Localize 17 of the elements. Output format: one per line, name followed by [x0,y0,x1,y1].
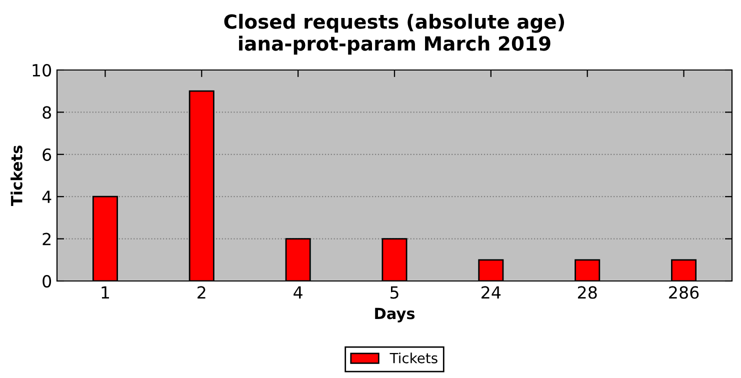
x-tick-label: 286 [669,286,699,299]
y-axis-title: Tickets [10,146,22,206]
x-tick-label: 1 [102,286,109,299]
y-tick-label: 10 [32,64,52,77]
y-tick-label: 6 [42,148,52,161]
x-axis-title: Days [375,308,415,322]
x-tick-label: 5 [390,286,398,299]
x-tick-label: 2 [198,286,206,299]
legend-label: Tickets [390,352,438,364]
y-tick-label: 4 [42,190,52,203]
chart-title: Closed requests (absolute age) iana-prot-param March 2019 [224,14,564,55]
x-tick-label: 4 [294,286,302,299]
x-tick-label: 28 [578,286,597,299]
y-tick-label: 2 [42,232,50,246]
x-tick-label: 24 [482,286,501,299]
y-tick-label: 0 [42,274,52,288]
y-tick-label: 8 [42,106,51,119]
